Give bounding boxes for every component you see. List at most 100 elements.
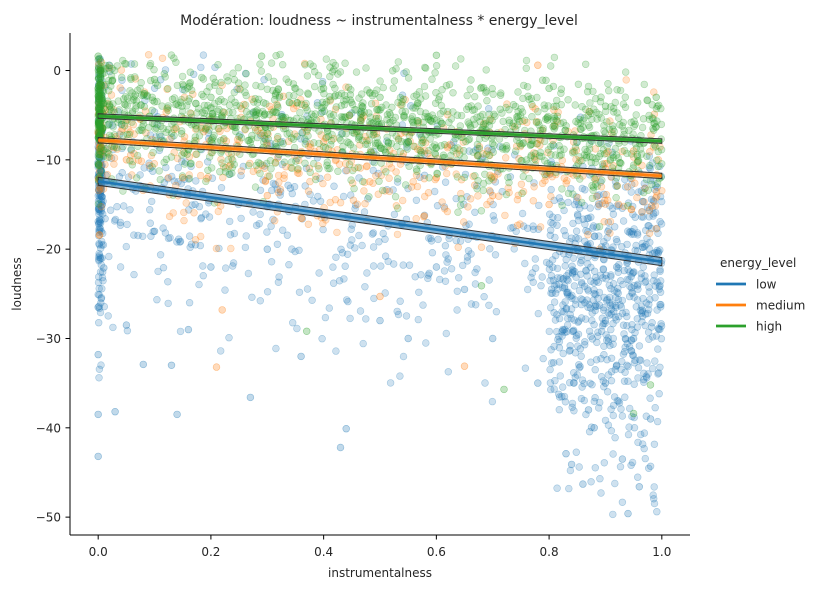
data-point (568, 291, 576, 300)
data-point (618, 357, 626, 366)
data-point (552, 280, 560, 289)
data-point (550, 142, 558, 150)
data-point (641, 272, 649, 280)
data-point (603, 388, 612, 396)
data-point (639, 375, 648, 384)
data-point (553, 311, 561, 319)
data-point (552, 327, 561, 336)
data-point (546, 385, 555, 394)
data-point (94, 217, 102, 226)
data-point (180, 160, 189, 168)
data-point (114, 97, 123, 105)
data-point (421, 113, 429, 121)
data-point (332, 253, 340, 261)
data-point (267, 258, 276, 266)
data-point (207, 103, 215, 112)
data-point (248, 293, 256, 301)
data-point (385, 108, 394, 117)
data-point (612, 301, 620, 310)
data-point (412, 91, 421, 99)
data-point (96, 253, 105, 262)
data-point (581, 145, 589, 154)
data-point (226, 217, 234, 226)
data-point (581, 315, 590, 323)
data-point (638, 208, 646, 216)
data-point (557, 198, 565, 206)
data-point (316, 174, 324, 183)
data-point (393, 307, 401, 316)
data-point (645, 152, 654, 160)
data-point (594, 202, 602, 211)
data-point (613, 182, 621, 190)
data-point (99, 277, 107, 285)
data-point (101, 83, 109, 91)
data-point (350, 184, 358, 193)
data-point (615, 399, 624, 407)
data-point (363, 269, 371, 277)
data-point (587, 478, 595, 486)
data-point (633, 231, 642, 239)
data-point (148, 197, 156, 206)
data-point (199, 272, 208, 280)
data-point (492, 308, 501, 316)
data-point (219, 108, 227, 116)
data-point (98, 169, 106, 177)
data-point (98, 268, 107, 276)
data-point (436, 110, 445, 118)
data-point (463, 257, 472, 265)
data-point (566, 346, 574, 354)
data-point (97, 167, 106, 175)
data-point (377, 262, 385, 270)
data-point (164, 102, 172, 110)
data-point (459, 261, 467, 270)
data-point (630, 380, 638, 388)
data-point (556, 372, 564, 380)
data-point (625, 228, 634, 237)
data-point (654, 369, 663, 377)
data-point (596, 475, 604, 483)
data-point (442, 329, 450, 338)
data-point (604, 334, 612, 342)
data-point (638, 440, 647, 448)
data-point (580, 341, 589, 349)
data-point (630, 424, 639, 432)
data-point (588, 115, 596, 124)
data-point (432, 51, 441, 59)
data-point (217, 136, 225, 145)
data-point (126, 206, 134, 214)
data-point (513, 196, 522, 204)
data-point (656, 282, 664, 290)
data-point (333, 228, 341, 237)
data-point (599, 265, 607, 273)
data-point (122, 242, 131, 251)
data-point (599, 306, 608, 314)
data-point (636, 356, 645, 365)
data-point (118, 169, 126, 177)
data-point (257, 52, 266, 60)
data-point (605, 125, 613, 134)
data-point (561, 231, 570, 240)
data-point (588, 224, 597, 232)
data-point (602, 271, 610, 279)
data-point (523, 224, 532, 233)
data-point (425, 234, 433, 242)
data-point (588, 335, 597, 343)
data-point (637, 309, 646, 317)
data-point (360, 208, 369, 216)
data-point (637, 269, 645, 278)
data-point (116, 218, 125, 227)
data-point (550, 298, 559, 306)
data-point (400, 112, 408, 120)
data-point (251, 94, 259, 103)
data-point (287, 158, 296, 166)
data-point (551, 251, 560, 260)
data-point (604, 421, 613, 429)
data-point (96, 70, 105, 79)
data-point (564, 96, 572, 104)
data-point (320, 107, 329, 116)
data-point (94, 158, 102, 166)
data-point (97, 261, 106, 269)
data-point (587, 332, 595, 340)
data-point (604, 79, 612, 88)
data-point (580, 379, 588, 388)
